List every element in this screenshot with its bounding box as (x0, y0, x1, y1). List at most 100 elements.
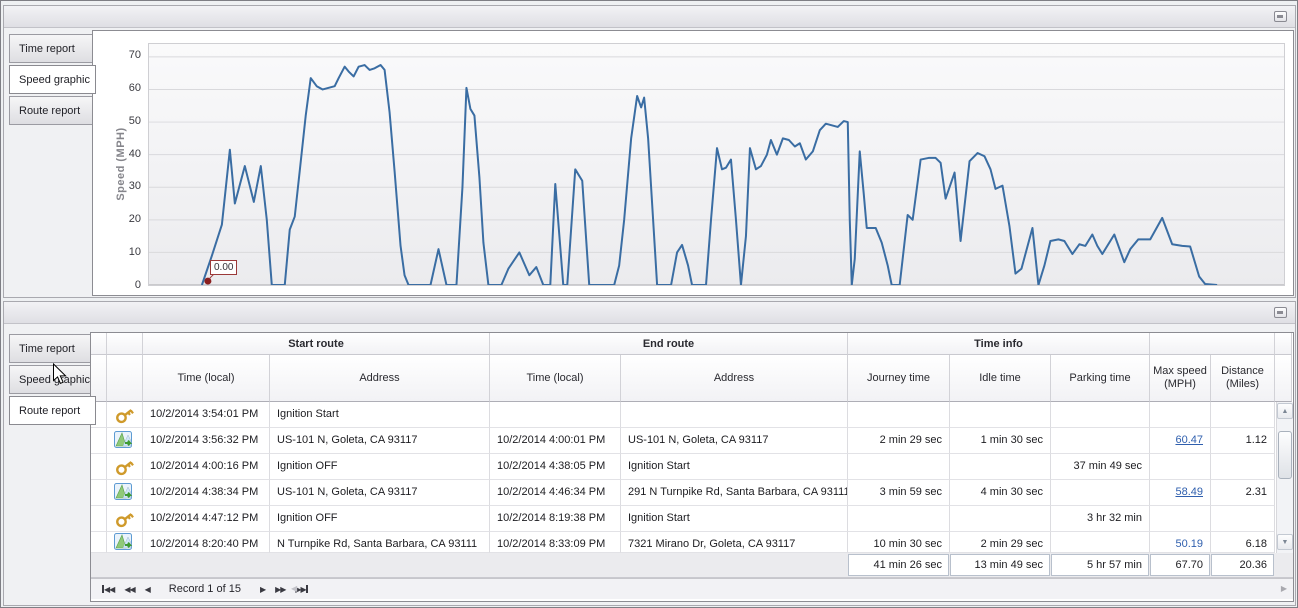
max-speed-cell (1150, 506, 1211, 532)
group-icon (107, 333, 143, 355)
group-start-route: Start route (143, 333, 490, 355)
row-indicator-cell (91, 532, 107, 553)
summary-distance: 20.36 (1211, 554, 1274, 576)
row-indicator-cell (91, 480, 107, 506)
vertical-scrollbar[interactable]: ▲ ▼ (1276, 402, 1293, 553)
route-map-icon (107, 480, 143, 506)
prev-record-icon[interactable]: ◀ (144, 584, 151, 594)
y-tick-label: 0 (134, 279, 141, 291)
y-tick-label: 40 (128, 147, 141, 160)
prev-page-icon[interactable]: ◀◀ (124, 584, 135, 594)
record-navigator: ◀◀ ◀◀ ◀ Record 1 of 15 ▶ ▶▶ ▶▶ ◀ ▶ (91, 578, 1293, 599)
tab-speed-graphic[interactable]: Speed graphic (9, 365, 94, 394)
header-end-address[interactable]: Address (621, 355, 848, 402)
table-row[interactable]: 10/2/2014 4:00:16 PM Ignition OFF 10/2/201… (91, 454, 1293, 480)
scroll-up-icon[interactable]: ▲ (1277, 403, 1293, 419)
hscroll-left-icon[interactable]: ◀ (291, 584, 298, 593)
max-speed-link[interactable]: 60.47 (1175, 434, 1203, 446)
tab-time-report[interactable]: Time report (9, 34, 94, 63)
end-time-cell: 10/2/2014 8:33:09 PM (490, 532, 621, 553)
summary-parking-time: 5 hr 57 min (1051, 554, 1149, 576)
max-speed-cell (1150, 454, 1211, 480)
distance-cell: 2.31 (1211, 480, 1275, 506)
end-time-cell: 10/2/2014 8:19:38 PM (490, 506, 621, 532)
idle-cell (950, 454, 1051, 480)
start-address-cell: N Turnpike Rd, Santa Barbara, CA 93111 (270, 532, 490, 553)
end-time-cell: 10/2/2014 4:00:01 PM (490, 428, 621, 454)
distance-cell: 1.12 (1211, 428, 1275, 454)
end-address-cell: Ignition Start (621, 454, 848, 480)
speed-graphic-panel: Time report Speed graphic Route report S… (3, 5, 1296, 298)
start-address-cell: Ignition Start (270, 402, 490, 428)
scrollbar-thumb[interactable] (1278, 431, 1292, 479)
y-tick-label: 20 (128, 213, 141, 226)
end-address-cell: 7321 Mirano Dr, Goleta, CA 93117 (621, 532, 848, 553)
journey-cell: 2 min 29 sec (848, 428, 950, 454)
record-counter: Record 1 of 15 (168, 583, 241, 595)
next-page-icon[interactable]: ▶▶ (275, 584, 286, 594)
header-distance[interactable]: Distance (Miles) (1211, 355, 1275, 402)
route-report-panel: Time report Speed graphic Route report S… (3, 301, 1296, 606)
summary-scroll-corner (1275, 553, 1292, 577)
row-indicator-cell (91, 454, 107, 480)
header-parking-time[interactable]: Parking time (1051, 355, 1150, 402)
tab-route-report[interactable]: Route report (9, 96, 94, 125)
end-time-cell: 10/2/2014 4:46:34 PM (490, 480, 621, 506)
table-group-header: Start route End route Time info (91, 333, 1293, 355)
collapse-panel-icon[interactable] (1274, 11, 1287, 22)
table-row[interactable]: 10/2/2014 3:56:32 PM US-101 N, Goleta, CA… (91, 428, 1293, 454)
next-record-icon[interactable]: ▶ (259, 584, 266, 594)
summary-max-speed: 67.70 (1150, 554, 1210, 576)
y-tick-label: 10 (128, 246, 141, 259)
end-address-cell (621, 402, 848, 428)
table-row[interactable]: 10/2/2014 4:38:34 PM US-101 N, Goleta, CA… (91, 480, 1293, 506)
max-speed-link[interactable]: 58.49 (1175, 486, 1203, 498)
summary-idle-time: 13 min 49 sec (950, 554, 1050, 576)
summary-journey-cell: 41 min 26 sec (848, 553, 950, 577)
speed-annotation: 0.00 (210, 260, 238, 275)
parking-cell (1051, 402, 1150, 428)
header-idle-time[interactable]: Idle time (950, 355, 1051, 402)
header-start-time[interactable]: Time (local) (143, 355, 270, 402)
max-speed-link[interactable]: 50.19 (1175, 538, 1203, 550)
idle-cell (950, 506, 1051, 532)
table-row[interactable]: 10/2/2014 4:47:12 PM Ignition OFF 10/2/201… (91, 506, 1293, 532)
table-row[interactable]: 10/2/2014 8:20:40 PM N Turnpike Rd, Santa… (91, 532, 1293, 553)
header-scroll-corner (1275, 355, 1292, 402)
header-start-address[interactable]: Address (270, 355, 490, 402)
start-time-cell: 10/2/2014 3:56:32 PM (143, 428, 270, 454)
speed-line-plot (148, 43, 1285, 286)
summary-max-speed-cell: 67.70 (1150, 553, 1211, 577)
header-max-speed[interactable]: Max speed (MPH) (1150, 355, 1211, 402)
tab-route-report[interactable]: Route report (9, 396, 96, 425)
start-address-cell: US-101 N, Goleta, CA 93117 (270, 428, 490, 454)
parking-cell (1051, 532, 1150, 553)
end-address-cell: US-101 N, Goleta, CA 93117 (621, 428, 848, 454)
hscroll-right-icon[interactable]: ▶ (1280, 584, 1287, 593)
scroll-down-icon[interactable]: ▼ (1277, 534, 1293, 550)
parking-cell: 37 min 49 sec (1051, 454, 1150, 480)
max-speed-cell: 58.49 (1150, 480, 1211, 506)
distance-cell (1211, 454, 1275, 480)
group-time-info: Time info (848, 333, 1150, 355)
start-address-cell: Ignition OFF (270, 506, 490, 532)
group-scroll-corner (1275, 333, 1292, 355)
summary-spacer (91, 553, 848, 577)
end-address-cell: 291 N Turnpike Rd, Santa Barbara, CA 931… (621, 480, 848, 506)
table-row[interactable]: 10/2/2014 3:54:01 PM Ignition Start (91, 402, 1293, 428)
distance-cell (1211, 506, 1275, 532)
max-speed-cell: 50.19 (1150, 532, 1211, 553)
idle-cell: 4 min 30 sec (950, 480, 1051, 506)
tab-speed-graphic[interactable]: Speed graphic (9, 65, 96, 94)
last-record-icon[interactable]: ▶▶ (295, 584, 308, 594)
y-tick-label: 50 (128, 114, 141, 127)
header-end-time[interactable]: Time (local) (490, 355, 621, 402)
tab-time-report[interactable]: Time report (9, 334, 94, 363)
collapse-panel-icon[interactable] (1274, 307, 1287, 318)
header-journey-time[interactable]: Journey time (848, 355, 950, 402)
summary-idle-cell: 13 min 49 sec (950, 553, 1051, 577)
first-record-icon[interactable]: ◀◀ (102, 584, 115, 594)
summary-journey-time: 41 min 26 sec (848, 554, 949, 576)
top-panel-titlebar (4, 6, 1295, 28)
